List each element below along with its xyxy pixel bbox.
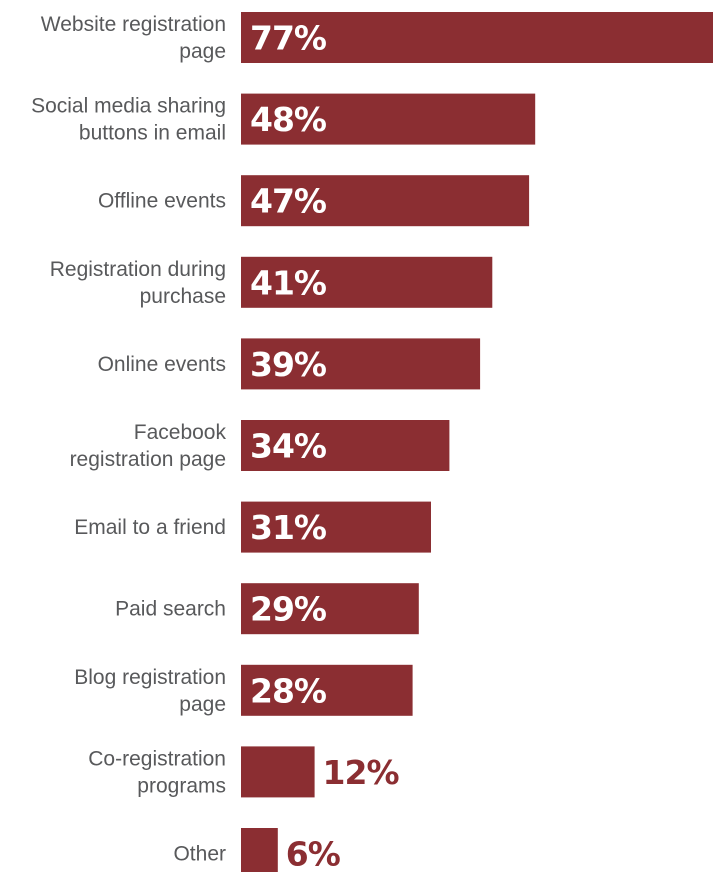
bar-value-label: 41% — [250, 263, 327, 302]
bar — [241, 583, 419, 635]
category-label-line: page — [179, 693, 226, 716]
category-label: Online events — [98, 353, 226, 376]
bar-value-label: 34% — [250, 427, 327, 466]
bar — [241, 501, 431, 553]
bar — [241, 828, 278, 872]
category-label: Facebook registration page — [70, 421, 227, 471]
category-label-line: Registration during — [50, 258, 226, 281]
category-label-line: Facebook — [134, 421, 227, 444]
bar — [241, 746, 315, 798]
category-label: Blog registration page — [74, 666, 226, 716]
bar-value-label: 28% — [250, 671, 327, 710]
category-label-line: registration page — [70, 448, 226, 471]
category-label-line: Co-registration — [88, 747, 226, 770]
category-label: Social media sharing buttons in email — [31, 95, 226, 145]
bar-value-label: 77% — [250, 19, 327, 58]
bars-group: 77% Website registration page 48% Social med… — [31, 12, 713, 872]
bar-value-label: 39% — [250, 345, 327, 384]
category-label: Email to a friend — [74, 516, 226, 539]
bar-value-label: 31% — [250, 508, 327, 547]
bar — [241, 256, 493, 308]
category-label-line: Other — [173, 843, 226, 866]
category-label-line: Email to a friend — [74, 516, 226, 539]
bar — [241, 664, 413, 716]
bar-value-label: 12% — [323, 753, 400, 792]
category-label-line: Social media sharing — [31, 95, 226, 118]
category-label-line: Online events — [98, 353, 226, 376]
category-label: Website registration page — [41, 13, 226, 63]
category-label-line: programs — [137, 774, 226, 797]
category-label: Offline events — [98, 190, 226, 213]
category-label-line: Blog registration — [74, 666, 226, 689]
category-label-line: Website registration — [41, 13, 226, 36]
bar-value-label: 6% — [286, 835, 341, 872]
bar — [241, 175, 530, 227]
category-label-line: purchase — [140, 285, 226, 308]
bar-value-label: 29% — [250, 590, 327, 629]
category-label: Registration during purchase — [50, 258, 226, 308]
bar — [241, 12, 713, 63]
bar — [241, 420, 450, 471]
category-label: Paid search — [115, 598, 226, 621]
bar-value-label: 48% — [250, 100, 327, 139]
bar-value-label: 47% — [250, 182, 327, 221]
category-label: Co-registration programs — [88, 747, 226, 797]
category-label: Other — [173, 843, 226, 866]
category-label-line: page — [179, 40, 226, 63]
bar — [241, 338, 481, 390]
bar — [241, 93, 536, 145]
category-label-line: Offline events — [98, 190, 226, 213]
category-label-line: Paid search — [115, 598, 226, 621]
category-label-line: buttons in email — [79, 122, 226, 145]
